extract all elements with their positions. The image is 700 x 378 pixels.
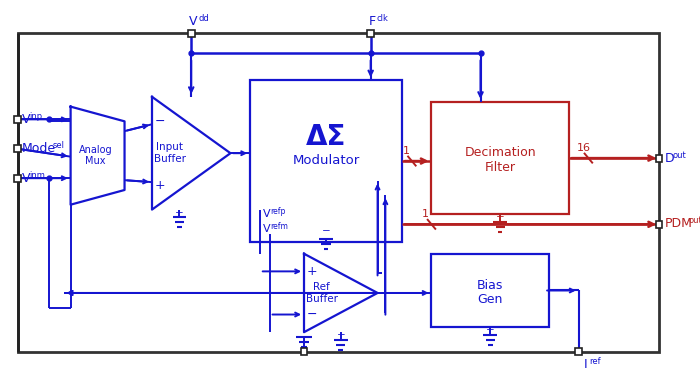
Text: clk: clk <box>377 14 389 23</box>
Text: 1: 1 <box>422 209 429 220</box>
Bar <box>188 29 195 37</box>
Bar <box>431 102 569 214</box>
Bar <box>250 80 402 242</box>
Text: Gen: Gen <box>477 293 503 306</box>
Bar <box>14 116 21 123</box>
Text: out: out <box>673 151 687 160</box>
Text: −: − <box>337 330 345 340</box>
Text: out: out <box>688 216 700 225</box>
Text: −: − <box>322 226 330 236</box>
Text: −: − <box>496 212 505 222</box>
Text: sel: sel <box>53 141 65 150</box>
Text: −: − <box>307 308 317 321</box>
Text: Analog
Mux: Analog Mux <box>79 145 113 166</box>
Bar <box>431 254 550 327</box>
Bar <box>575 349 582 355</box>
Text: 1: 1 <box>402 146 409 156</box>
Text: Bias: Bias <box>477 279 503 292</box>
Text: PDM: PDM <box>665 217 693 230</box>
Bar <box>656 155 662 162</box>
Text: V: V <box>22 113 30 126</box>
Text: V: V <box>189 15 198 28</box>
Text: dd: dd <box>198 14 209 23</box>
Text: V: V <box>22 172 30 185</box>
Text: V: V <box>262 209 270 220</box>
Bar <box>14 175 21 182</box>
Text: refm: refm <box>271 222 288 231</box>
Text: −: − <box>486 325 495 335</box>
Text: Input
Buffer: Input Buffer <box>154 143 186 164</box>
Bar <box>368 29 374 37</box>
Text: Modulator: Modulator <box>293 154 360 167</box>
Text: 16: 16 <box>577 143 591 153</box>
Text: refp: refp <box>271 207 286 216</box>
Text: −: − <box>175 208 184 217</box>
Text: −: − <box>155 115 165 128</box>
Text: I: I <box>584 358 587 371</box>
Bar <box>300 349 307 355</box>
Text: ref: ref <box>589 357 601 366</box>
Text: +: + <box>307 265 317 278</box>
Text: Mode: Mode <box>22 142 56 155</box>
Text: +: + <box>155 178 165 192</box>
Text: F: F <box>369 15 376 28</box>
Text: inm: inm <box>29 171 46 180</box>
Bar <box>18 33 659 352</box>
Text: Filter: Filter <box>484 161 516 174</box>
Text: ΔΣ: ΔΣ <box>306 123 346 151</box>
Bar <box>14 146 21 152</box>
Text: V: V <box>262 224 270 234</box>
Text: Decimation: Decimation <box>464 146 536 159</box>
Text: D: D <box>665 152 675 165</box>
Text: Ref
Buffer: Ref Buffer <box>306 282 337 304</box>
Text: inp: inp <box>29 112 43 121</box>
Bar <box>656 221 662 228</box>
